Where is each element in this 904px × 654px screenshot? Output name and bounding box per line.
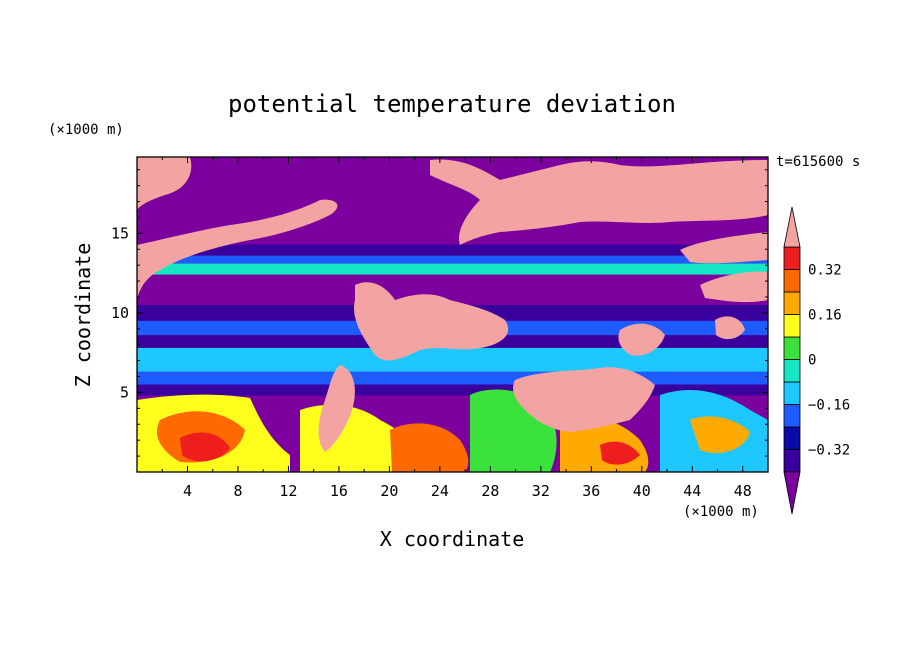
field-band bbox=[137, 371, 768, 385]
y-axis-label: Z coordinate bbox=[71, 243, 95, 388]
field-positive-anomaly bbox=[354, 282, 509, 361]
colorbar: 0.32 0.16 0 −0.16 −0.32 bbox=[783, 206, 850, 515]
colorbar-segment bbox=[783, 449, 801, 473]
field-positive-anomaly bbox=[137, 199, 338, 300]
x-tick-label: 20 bbox=[380, 482, 398, 500]
field-positive-anomaly bbox=[715, 316, 745, 340]
field-band bbox=[137, 255, 768, 264]
field-plume bbox=[600, 441, 640, 465]
x-axis-ticks: 4 8 12 16 20 24 28 32 36 40 44 48 bbox=[161, 157, 752, 500]
field-positive-anomaly bbox=[137, 157, 192, 210]
colorbar-segment bbox=[783, 381, 801, 405]
colorbar-segment bbox=[783, 291, 801, 315]
colorbar-segment bbox=[783, 314, 801, 338]
y-tick-label: 10 bbox=[111, 304, 129, 322]
x-tick-label: 44 bbox=[683, 482, 701, 500]
x-tick-label: 12 bbox=[279, 482, 297, 500]
field-positive-anomaly bbox=[430, 159, 768, 245]
x-tick-label: 28 bbox=[481, 482, 499, 500]
x-axis-label: X coordinate bbox=[380, 527, 525, 551]
colorbar-segment bbox=[783, 246, 801, 270]
field-positive-anomaly bbox=[513, 367, 655, 432]
field-positive-anomaly bbox=[680, 232, 768, 264]
time-label: t=615600 s bbox=[776, 154, 860, 170]
field-band bbox=[137, 244, 768, 256]
colorbar-segment bbox=[783, 404, 801, 428]
colorbar-tick-label: −0.32 bbox=[808, 443, 850, 459]
field-positive-anomaly bbox=[700, 271, 768, 303]
colorbar-segment bbox=[783, 359, 801, 383]
chart-title: potential temperature deviation bbox=[228, 90, 676, 118]
field-plume bbox=[390, 423, 469, 472]
plot-area bbox=[137, 157, 768, 472]
y-tick-label: 15 bbox=[111, 224, 129, 242]
colorbar-over-triangle bbox=[783, 206, 801, 248]
x-tick-label: 48 bbox=[734, 482, 752, 500]
field-band bbox=[137, 263, 768, 275]
field-band bbox=[137, 347, 768, 372]
colorbar-tick-label: 0.16 bbox=[808, 308, 842, 324]
y-tick-label: 5 bbox=[120, 383, 129, 401]
colorbar-segment bbox=[783, 336, 801, 360]
x-tick-label: 24 bbox=[431, 482, 449, 500]
plot-frame bbox=[136, 156, 769, 473]
field-positive-anomaly bbox=[318, 365, 355, 452]
colorbar-segment bbox=[783, 269, 801, 293]
x-tick-label: 8 bbox=[233, 482, 242, 500]
x-axis-unit: (×1000 m) bbox=[683, 504, 759, 520]
field-plume bbox=[180, 432, 230, 462]
field-band bbox=[137, 384, 768, 396]
y-axis-unit: (×1000 m) bbox=[48, 122, 124, 138]
field-band bbox=[137, 274, 768, 305]
field-positive-anomaly bbox=[618, 323, 665, 356]
colorbar-segment bbox=[783, 426, 801, 450]
x-tick-label: 40 bbox=[633, 482, 651, 500]
x-tick-label: 4 bbox=[183, 482, 192, 500]
field-plume bbox=[690, 416, 750, 454]
colorbar-tick-label: 0 bbox=[808, 353, 816, 369]
y-axis-ticks: 5 10 15 bbox=[111, 169, 768, 457]
x-tick-label: 36 bbox=[582, 482, 600, 500]
colorbar-under-triangle bbox=[783, 471, 801, 515]
colorbar-tick-label: −0.16 bbox=[808, 398, 850, 414]
colorbar-tick-label: 0.32 bbox=[808, 263, 842, 279]
x-tick-label: 32 bbox=[532, 482, 550, 500]
x-tick-label: 16 bbox=[330, 482, 348, 500]
